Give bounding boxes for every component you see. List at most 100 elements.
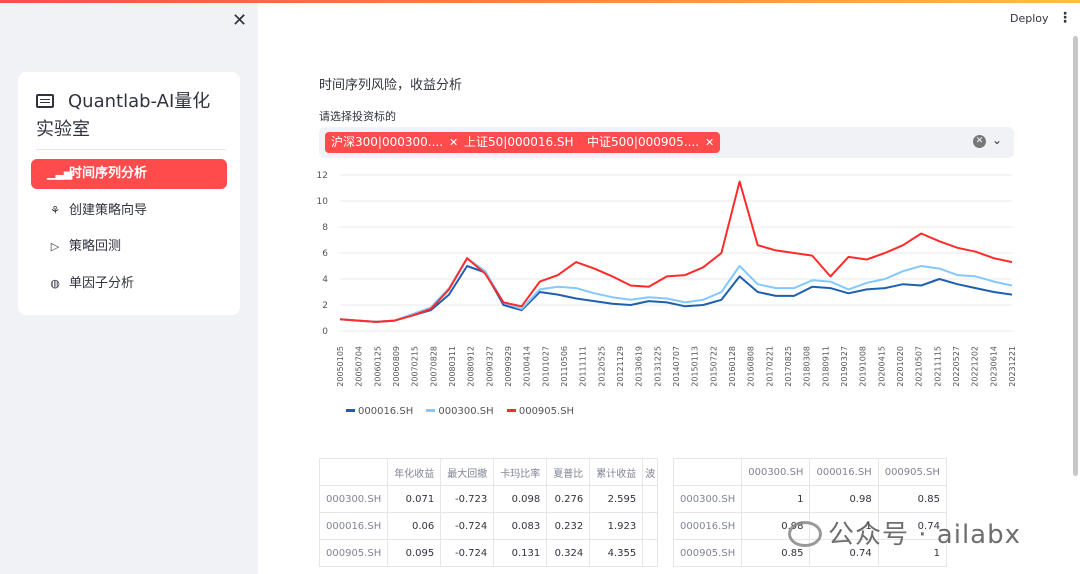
selected-tag[interactable]: 上证50|000016.SH✕ — [458, 132, 595, 153]
series-line-000300.SH — [339, 257, 1013, 323]
sidebar-item-factor[interactable]: ◍ 单因子分析 — [31, 269, 227, 299]
close-sidebar-icon[interactable]: ✕ — [232, 10, 248, 31]
x-tick-label: 20160808 — [747, 346, 756, 387]
x-tick-label: 20050704 — [355, 346, 364, 387]
x-tick-label: 20170825 — [784, 346, 793, 387]
y-tick-label: 0 — [322, 327, 328, 337]
x-tick-label: 20080311 — [448, 346, 457, 387]
table-cell: 000905.SH — [672, 539, 743, 567]
x-tick-label: 20070828 — [429, 346, 438, 387]
selected-tag[interactable]: 沪深300|000300.... ✕ — [325, 132, 465, 153]
sidebar-item-strategy-wizard[interactable]: ⚘ 创建策略向导 — [31, 196, 227, 226]
sidebar-card — [18, 72, 240, 315]
table-header-row: 000300.SH 000016.SH 000905.SH — [672, 458, 947, 486]
watermark-text: 公众号 · ailabx — [828, 520, 1021, 550]
table-cell: 0.071 — [387, 485, 442, 513]
y-tick-label: 4 — [322, 275, 328, 285]
table-cell: 0.083 — [493, 512, 548, 540]
sidebar-divider — [36, 149, 226, 150]
x-tick-label: 20110506 — [560, 346, 569, 387]
x-tick-label: 20211115 — [933, 346, 942, 387]
x-tick-label: 20150722 — [709, 346, 718, 387]
multiselect-input[interactable]: 沪深300|000300....✕ 上证50|000016.SH✕ 中证500|… — [319, 127, 1014, 158]
tag-label: 上证50|000016.SH — [464, 135, 574, 149]
y-tick-label: 2 — [322, 301, 328, 311]
table-cell: 000905.SH — [318, 539, 389, 567]
table-cell: 1.923 — [589, 512, 644, 540]
deploy-button[interactable]: Deploy — [1010, 12, 1049, 25]
x-tick-label: 20220527 — [952, 346, 961, 387]
y-tick-label: 10 — [317, 197, 329, 207]
sidebar-item-label: 策略回测 — [69, 239, 122, 254]
table-cell: 000300.SH — [672, 485, 743, 513]
table-cell: 0.232 — [546, 512, 591, 540]
table-header: 000905.SH — [877, 458, 947, 486]
watermark: 公众号 · ailabx — [788, 514, 1021, 551]
sidebar-item-timeseries[interactable]: ▁▃▅时间序列分析 — [31, 159, 227, 189]
table-header: 最大回撤 — [440, 458, 495, 486]
more-menu-icon[interactable]: ⋮ — [1058, 10, 1072, 26]
chart-legend: 000016.SH 000300.SH 000905.SH — [346, 406, 584, 417]
y-tick-label: 12 — [317, 171, 328, 181]
remove-tag-icon[interactable]: ✕ — [449, 136, 459, 149]
table-cell: 0.74 — [809, 539, 879, 567]
x-tick-label: 20201020 — [896, 346, 905, 387]
table-cell: 000016.SH — [318, 512, 389, 540]
series-line-000016.SH — [339, 265, 1013, 323]
sidebar-item-label: 时间序列分析 — [69, 166, 148, 181]
table-header: 波 — [642, 458, 659, 486]
x-tick-label: 20100414 — [523, 346, 532, 387]
brand-line2: 实验室 — [36, 119, 90, 140]
tag-label: 中证500|000905.... — [587, 135, 700, 149]
table-cell: 0.098 — [493, 485, 548, 513]
top-accent-bar — [0, 0, 1080, 3]
wechat-icon — [788, 521, 822, 547]
table-cell: -0.724 — [440, 512, 495, 540]
table-cell — [642, 485, 659, 513]
x-tick-label: 20170221 — [765, 346, 774, 387]
table-header-row: 年化收益 最大回撤 卡玛比率 夏普比 累计收益 波 — [318, 458, 659, 486]
selected-tag[interactable]: 中证500|000905.... ✕ — [581, 132, 721, 153]
y-tick-label: 8 — [322, 223, 328, 233]
x-tick-label: 20210507 — [915, 346, 924, 387]
scrollbar[interactable] — [1073, 36, 1078, 476]
table-row: 000016.SH 0.06 -0.724 0.083 0.232 1.923 — [318, 512, 659, 540]
table-cell: 0.131 — [493, 539, 548, 567]
table-row: 000905.SH 0.85 0.74 1 — [672, 539, 947, 567]
x-tick-label: 20080912 — [467, 346, 476, 387]
table-cell: 0.85 — [877, 485, 947, 513]
x-tick-label: 20140707 — [672, 346, 681, 387]
line-chart: 0 2 4 6 8 10 12 20050105 20050704 20060125 2006080… — [317, 171, 1017, 387]
x-tick-label: 20090327 — [485, 346, 494, 387]
x-tick-label: 20121129 — [616, 346, 625, 387]
x-tick-label: 20060809 — [392, 346, 401, 387]
table-header: 000300.SH — [741, 458, 811, 486]
legend-item: 000300.SH — [426, 406, 494, 417]
chevron-down-icon[interactable]: ⌄ — [992, 133, 1003, 147]
x-tick-label: 20120525 — [597, 346, 606, 387]
x-tick-label: 20180911 — [821, 346, 830, 387]
cluster-icon: ⚘ — [50, 204, 60, 217]
x-tick-label: 20111111 — [579, 346, 588, 387]
x-tick-label: 20231221 — [1008, 346, 1017, 387]
table-cell: 000016.SH — [672, 512, 743, 540]
x-tick-label: 20200415 — [877, 346, 886, 387]
sidebar-item-label: 单因子分析 — [69, 276, 135, 291]
table-cell: 0.98 — [809, 485, 879, 513]
x-tick-label: 20150113 — [691, 346, 700, 387]
clear-all-icon[interactable]: ✕ — [973, 135, 986, 148]
table-header: 卡玛比率 — [493, 458, 548, 486]
remove-tag-icon[interactable]: ✕ — [705, 136, 715, 149]
table-header: 夏普比 — [546, 458, 591, 486]
table-header — [318, 458, 389, 486]
sidebar-item-backtest[interactable]: ▷ 策略回测 — [31, 232, 227, 262]
y-tick-label: 6 — [322, 249, 328, 259]
table-cell: -0.723 — [440, 485, 495, 513]
bar-chart-icon: ▁▃▅ — [47, 167, 73, 180]
table-cell — [642, 512, 659, 540]
brand-line1: Quantlab-AI量化 — [68, 91, 211, 112]
table-cell: 1 — [877, 539, 947, 567]
legend-item: 000905.SH — [506, 406, 574, 417]
x-tick-label: 20050105 — [336, 346, 345, 387]
x-tick-label: 20191008 — [859, 346, 868, 387]
